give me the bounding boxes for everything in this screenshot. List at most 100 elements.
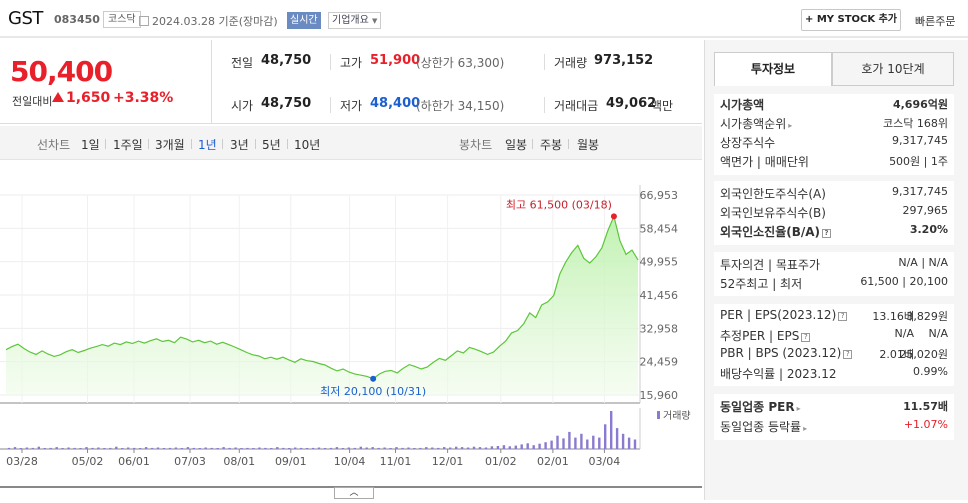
volume-bar: [484, 447, 488, 449]
help-icon[interactable]: ?: [838, 312, 848, 321]
volume-bar: [401, 447, 404, 449]
period-3y[interactable]: 3년: [230, 138, 249, 152]
per-label: PER | EPS(2023.12)?: [720, 308, 848, 322]
help-icon[interactable]: ?: [843, 350, 853, 359]
volume-bar: [49, 447, 52, 449]
x-tick-label: 12/01: [432, 455, 464, 468]
add-mystock-button[interactable]: + MY STOCK 추가: [801, 9, 901, 31]
y-tick-label: 15,960: [640, 389, 679, 402]
est-eps-value: N/A: [928, 327, 948, 340]
arrow-right-icon: ▸: [803, 424, 808, 433]
period-5y[interactable]: 5년: [262, 138, 281, 152]
y-tick-label: 24,459: [640, 356, 679, 369]
candle-monthly[interactable]: 월봉: [577, 138, 600, 152]
help-icon[interactable]: ?: [801, 333, 811, 342]
stock-code: 083450: [54, 13, 100, 26]
amount-label: 거래대금: [554, 99, 599, 113]
corp-info-label: 기업개요: [332, 15, 369, 26]
low-marker: [370, 375, 377, 382]
change-amount: 1,650: [66, 90, 111, 106]
quote-table: [212, 40, 702, 124]
period-10y[interactable]: 10년: [294, 138, 321, 152]
market-cap-rank-text: 시가총액순위: [720, 117, 787, 131]
volume-bar: [162, 448, 166, 449]
candle-chart-label: 봉차트: [459, 138, 493, 152]
volume-bar: [109, 447, 112, 449]
volume-bar: [79, 448, 82, 449]
volume-bar: [472, 446, 476, 449]
price-chart[interactable]: 66,953 58,454 49,955 41,456 32,958 24,459 15,9…: [0, 160, 702, 500]
high-label: 최고 61,500 (03/18): [506, 198, 612, 211]
x-tick-label: 09/01: [275, 455, 307, 468]
help-icon[interactable]: ?: [822, 229, 832, 238]
realtime-badge[interactable]: 실시간: [287, 12, 321, 29]
sector-per-label[interactable]: 동일업종 PER ▸: [720, 398, 801, 415]
dividend-value: 0.99%: [913, 365, 948, 378]
divider: [105, 139, 106, 149]
period-1d[interactable]: 1일: [81, 138, 100, 152]
volume-bar: [508, 446, 511, 449]
volume-bar: [246, 447, 249, 449]
stock-name: GST: [8, 8, 43, 29]
volume-bar: [449, 447, 452, 449]
est-per-value: N/A: [894, 327, 914, 340]
volume-bar: [598, 437, 601, 449]
x-tick-label: 08/01: [223, 455, 255, 468]
tab-investment-info[interactable]: 투자정보: [714, 52, 832, 86]
change-value: 1,650: [52, 90, 110, 106]
calendar-icon: [139, 16, 149, 26]
period-1y[interactable]: 1년: [198, 138, 217, 152]
tab-orderbook[interactable]: 호가 10단계: [832, 52, 954, 86]
sector-per-value: 11.57배: [903, 400, 948, 413]
volume-bar: [621, 433, 625, 449]
volume-bars: 거래량: [7, 410, 691, 449]
volume-bar: [282, 447, 285, 449]
volume-bar: [329, 447, 333, 449]
open-value: 48,750: [261, 96, 312, 111]
volume-bar: [550, 440, 553, 449]
line-chart-label: 선차트: [37, 138, 71, 152]
volume-bar: [91, 447, 94, 449]
volume-bar: [121, 448, 124, 449]
low-label: 최저 20,100 (10/31): [320, 385, 426, 398]
volume-bar: [216, 448, 219, 449]
list-item: 시가총액순위 ▸ 코스닥 168위: [714, 115, 954, 133]
candle-daily[interactable]: 일봉: [505, 138, 528, 152]
period-3m[interactable]: 3개월: [155, 138, 185, 152]
divider: [544, 54, 545, 70]
divider: [330, 97, 331, 113]
volume-bar: [31, 447, 34, 449]
volume-bar: [150, 447, 154, 449]
chart-annotations: 최고 61,500 (03/18) 최저 20,100 (10/31): [320, 198, 617, 398]
volume-bar: [502, 445, 506, 449]
up-triangle-icon: [52, 92, 64, 102]
volume-bar: [103, 448, 106, 449]
listed-shares-label: 상장주식수: [720, 136, 776, 150]
corp-info-dropdown[interactable]: 기업개요 ▼: [328, 12, 382, 29]
volume-bar: [115, 446, 118, 449]
price-area: [6, 216, 638, 395]
volume-bar: [61, 448, 64, 449]
candle-weekly[interactable]: 주봉: [540, 138, 563, 152]
list-item: 외국인보유주식수(B) 297,965: [714, 204, 954, 222]
volume-bar: [389, 448, 392, 449]
pbr-value: 2.01배: [879, 348, 914, 361]
x-tick-label: 01/02: [485, 455, 517, 468]
volume-bar: [431, 447, 434, 449]
volume-bar: [335, 447, 339, 449]
volume-bar: [592, 435, 595, 449]
divider: [532, 139, 533, 149]
change-label: 전일대비: [12, 95, 53, 108]
volume-value: 973,152: [594, 53, 654, 68]
volume-bar: [43, 448, 46, 449]
expand-toggle[interactable]: ︿: [334, 487, 374, 499]
volume-bar: [13, 447, 17, 449]
list-item: 배당수익률 | 2023.12 0.99%: [714, 365, 954, 383]
period-1w[interactable]: 1주일: [113, 138, 143, 152]
sector-change-label[interactable]: 동일업종 등락률 ▸: [720, 418, 807, 435]
volume-bar: [127, 447, 130, 449]
quick-order-link[interactable]: 빠른주문: [915, 15, 956, 28]
foreign-card: 외국인한도주식수(A) 9,317,745 외국인보유주식수(B) 297,965 …: [714, 181, 954, 245]
list-item: PER | EPS(2023.12)? 13.16배 3,829원: [714, 308, 954, 326]
volume-bar: [323, 448, 327, 449]
